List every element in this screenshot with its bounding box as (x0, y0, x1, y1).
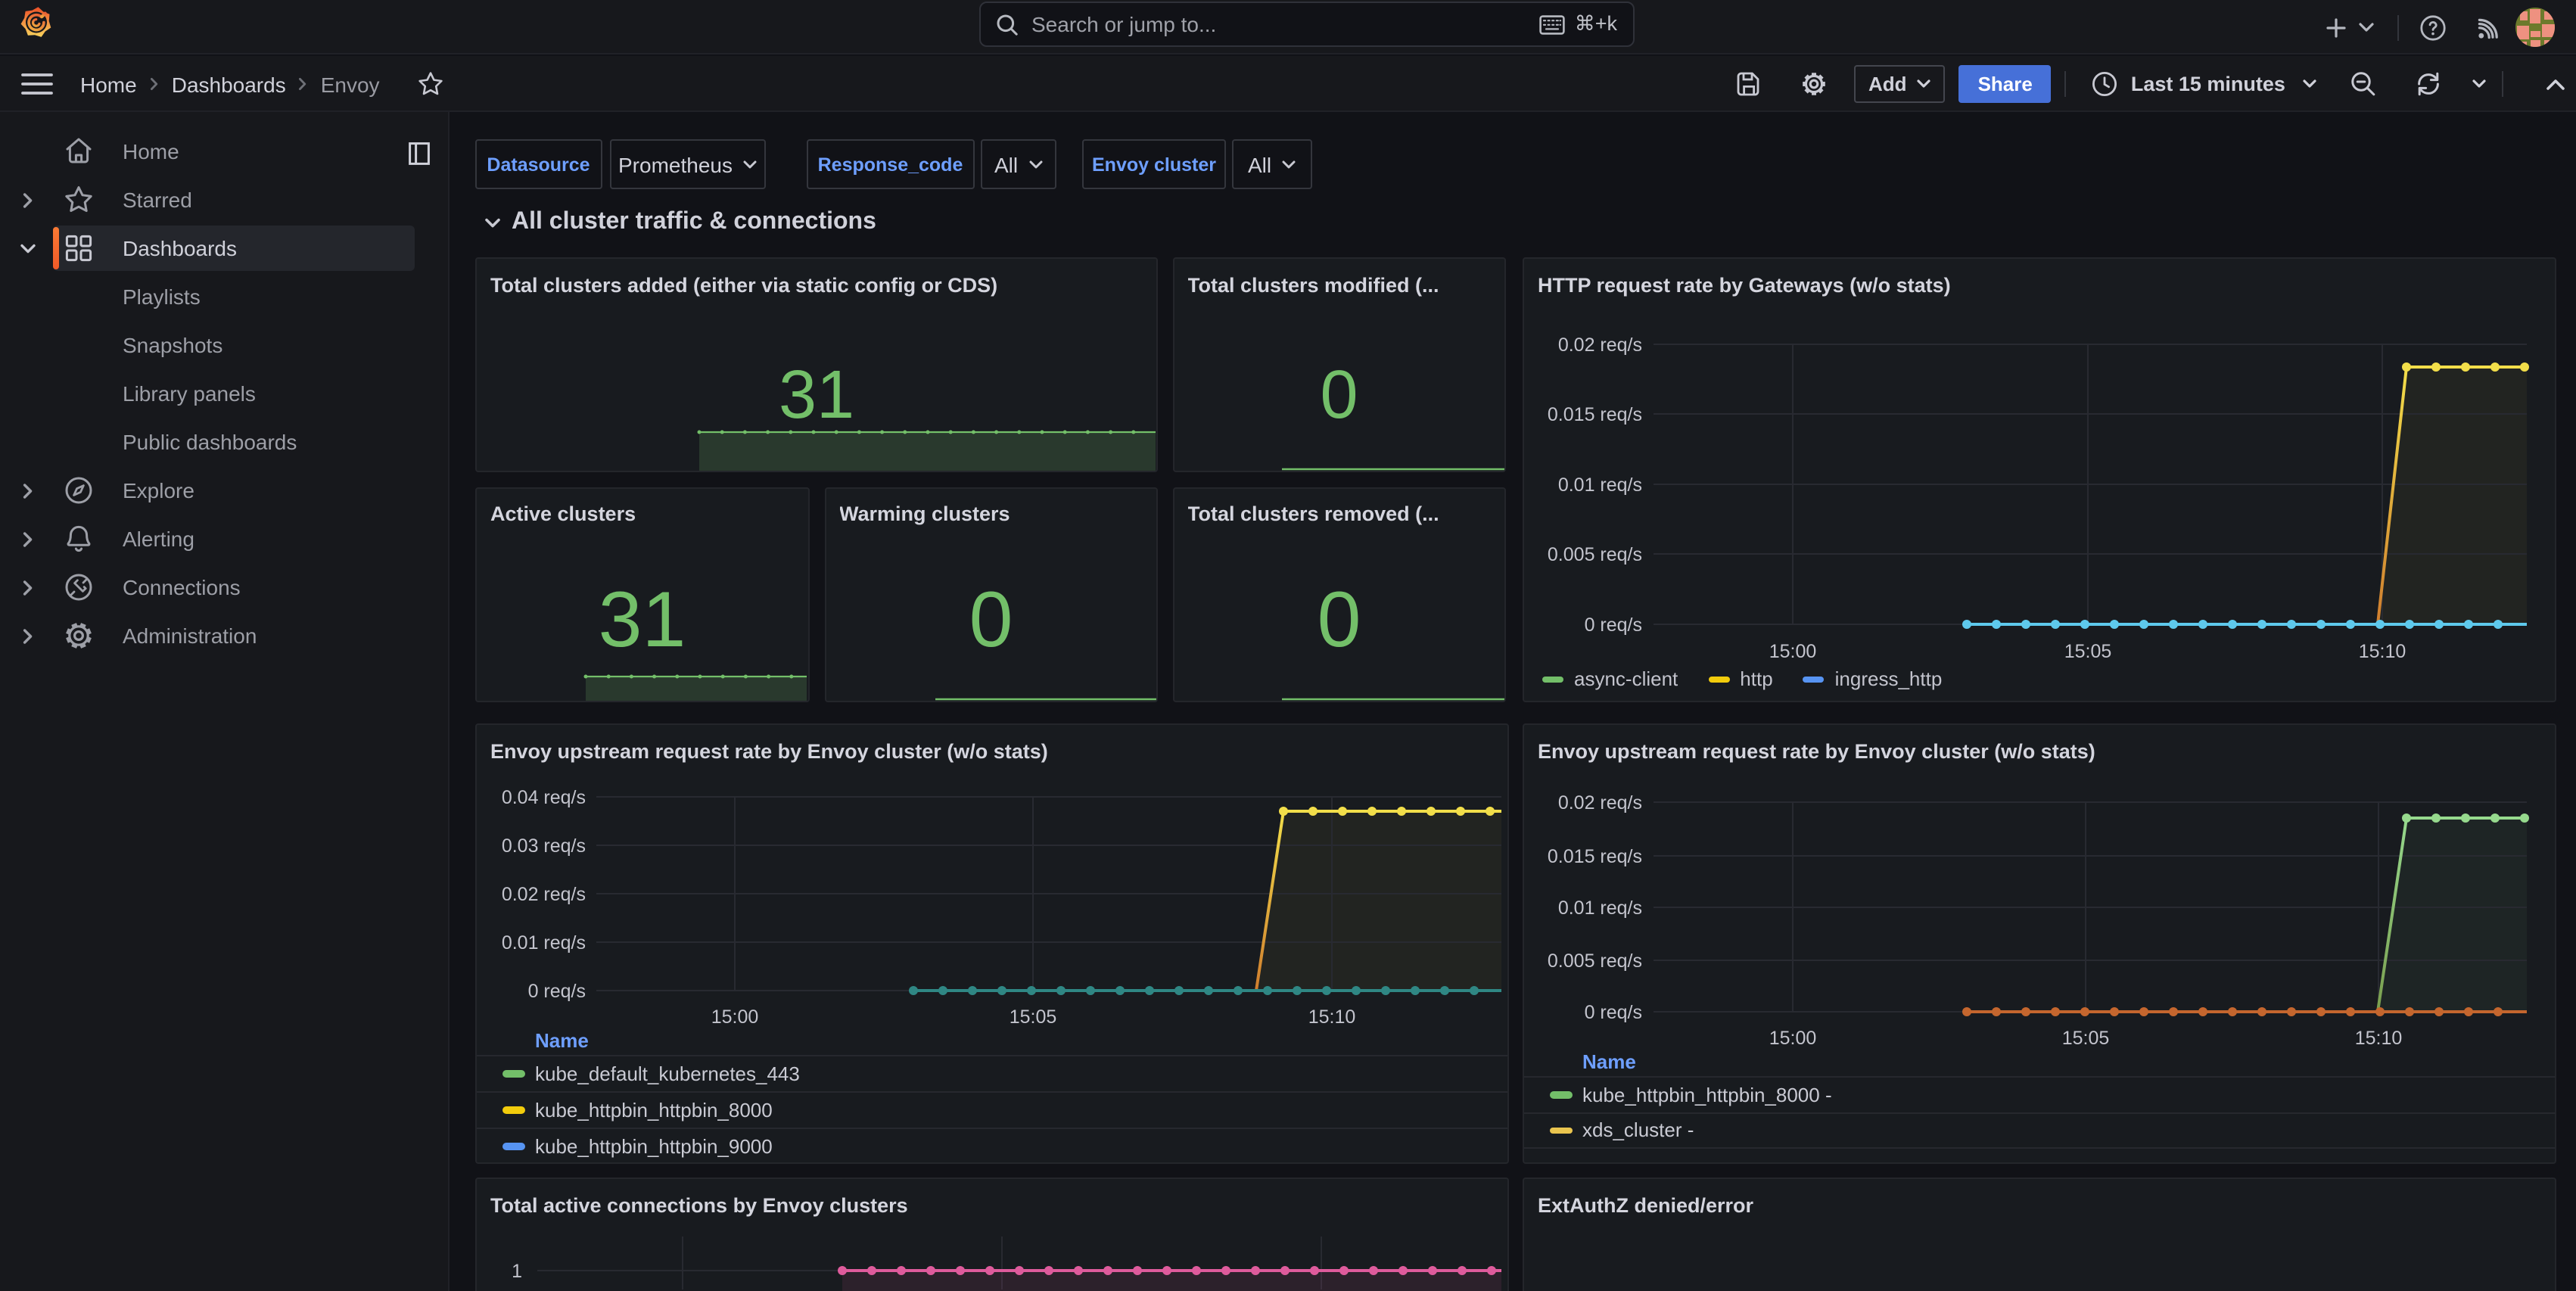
svg-text:15:00: 15:00 (711, 1006, 759, 1028)
svg-text:0.005 req/s: 0.005 req/s (1548, 950, 1642, 972)
svg-text:15:00: 15:00 (1769, 641, 1817, 662)
svg-text:0.01 req/s: 0.01 req/s (1558, 474, 1642, 496)
svg-text:0.04 req/s: 0.04 req/s (502, 787, 586, 808)
svg-text:0 req/s: 0 req/s (528, 981, 586, 1002)
svg-text:15:10: 15:10 (2359, 641, 2406, 662)
svg-text:0.01 req/s: 0.01 req/s (1558, 897, 1642, 919)
svg-text:15:10: 15:10 (1308, 1006, 1356, 1028)
svg-text:0.015 req/s: 0.015 req/s (1548, 846, 1642, 867)
svg-text:15:00: 15:00 (1769, 1028, 1817, 1049)
svg-text:0 req/s: 0 req/s (1585, 614, 1642, 636)
svg-text:0.02 req/s: 0.02 req/s (1558, 792, 1642, 813)
svg-text:15:05: 15:05 (2064, 641, 2112, 662)
svg-text:1: 1 (512, 1261, 522, 1282)
svg-text:15:10: 15:10 (2355, 1028, 2403, 1049)
svg-text:0.02 req/s: 0.02 req/s (1558, 334, 1642, 356)
svg-text:15:05: 15:05 (2062, 1028, 2110, 1049)
svg-text:15:05: 15:05 (1010, 1006, 1057, 1028)
svg-text:0 req/s: 0 req/s (1585, 1002, 1642, 1023)
svg-text:0.005 req/s: 0.005 req/s (1548, 544, 1642, 565)
svg-text:0.015 req/s: 0.015 req/s (1548, 404, 1642, 425)
svg-text:0.03 req/s: 0.03 req/s (502, 835, 586, 857)
svg-text:0.02 req/s: 0.02 req/s (502, 884, 586, 905)
svg-text:0.01 req/s: 0.01 req/s (502, 932, 586, 953)
